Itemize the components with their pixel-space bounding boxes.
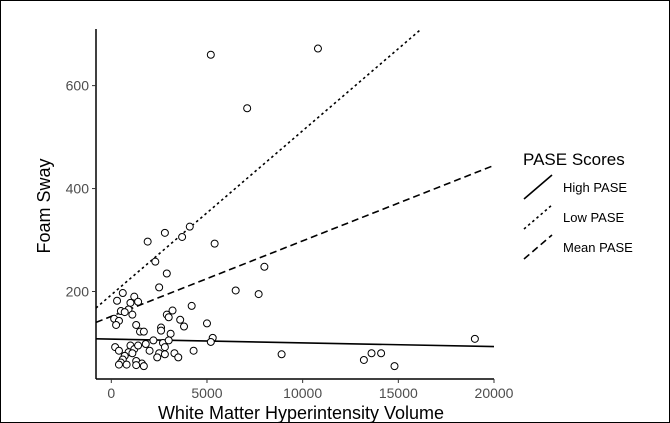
legend-label: High PASE (563, 180, 627, 195)
data-point (390, 362, 399, 371)
data-point (206, 337, 215, 346)
y-tick-label: 600 (66, 78, 90, 94)
data-point (157, 326, 166, 335)
data-point (189, 346, 198, 355)
data-point (176, 315, 185, 324)
data-point (187, 301, 196, 310)
data-point (206, 50, 215, 59)
data-point (174, 353, 183, 362)
regression-line-low-pase (95, 28, 422, 309)
data-point (231, 286, 240, 295)
data-point (120, 308, 129, 317)
data-point (243, 104, 252, 113)
data-point (178, 232, 187, 241)
data-point (114, 360, 123, 369)
x-tick-label: 20000 (475, 385, 514, 401)
data-point (210, 239, 219, 248)
data-point (118, 289, 127, 298)
data-point (126, 298, 135, 307)
data-point (128, 349, 137, 358)
data-point (114, 346, 123, 355)
data-point (377, 349, 386, 358)
data-point (151, 257, 160, 266)
data-point (112, 320, 121, 329)
data-point (277, 350, 286, 359)
data-point (155, 283, 164, 292)
data-point (139, 327, 148, 336)
data-point (128, 310, 137, 319)
x-tick-label: 0 (107, 385, 115, 401)
x-axis-title: White Matter Hyperintensity Volume (158, 403, 444, 422)
data-point (164, 313, 173, 322)
y-tick-label: 200 (66, 284, 90, 300)
data-point (132, 361, 141, 370)
data-point (149, 336, 158, 345)
data-point (122, 360, 131, 369)
data-point (162, 269, 171, 278)
legend-label: Low PASE (563, 210, 625, 225)
data-point (134, 297, 143, 306)
legend-key-high-pase (523, 174, 553, 200)
data-point (367, 349, 376, 358)
data-point (153, 353, 162, 362)
data-point (202, 319, 211, 328)
data-point (160, 343, 169, 352)
data-point (139, 362, 148, 371)
x-tick-label: 15000 (379, 385, 418, 401)
legend-key-mean-pase (523, 234, 553, 260)
legend-key-low-pase (523, 204, 553, 230)
data-point (359, 355, 368, 364)
data-point (145, 346, 154, 355)
y-axis-title: Foam Sway (34, 158, 54, 253)
data-point (134, 341, 143, 350)
legend-entries: High PASE Low PASE Mean PASE (523, 174, 633, 260)
x-tick-label: 5000 (191, 385, 222, 401)
regression-line-mean-pase (95, 164, 495, 324)
data-point (168, 306, 177, 315)
data-point (143, 237, 152, 246)
data-point (254, 290, 263, 299)
data-point (470, 334, 479, 343)
data-point (141, 340, 150, 348)
data-point (185, 222, 194, 231)
data-point (164, 336, 173, 345)
data-point (113, 296, 122, 305)
data-point (260, 262, 269, 271)
data-point (180, 322, 189, 331)
legend: PASE Scores High PASE Low PASE Mean PASE (523, 150, 633, 260)
regression-lines (95, 28, 495, 348)
y-tick-label: 400 (66, 181, 90, 197)
data-points (110, 44, 479, 371)
x-ticks: 0 5000 10000 15000 20000 (107, 379, 514, 401)
data-point (166, 329, 175, 338)
data-point (160, 350, 169, 359)
data-point (160, 228, 169, 237)
data-point (132, 320, 141, 329)
data-point (313, 44, 322, 53)
x-tick-label: 10000 (283, 385, 322, 401)
legend-title: PASE Scores (523, 150, 625, 169)
legend-label: Mean PASE (563, 240, 633, 255)
y-ticks: 200 400 600 (66, 78, 96, 300)
